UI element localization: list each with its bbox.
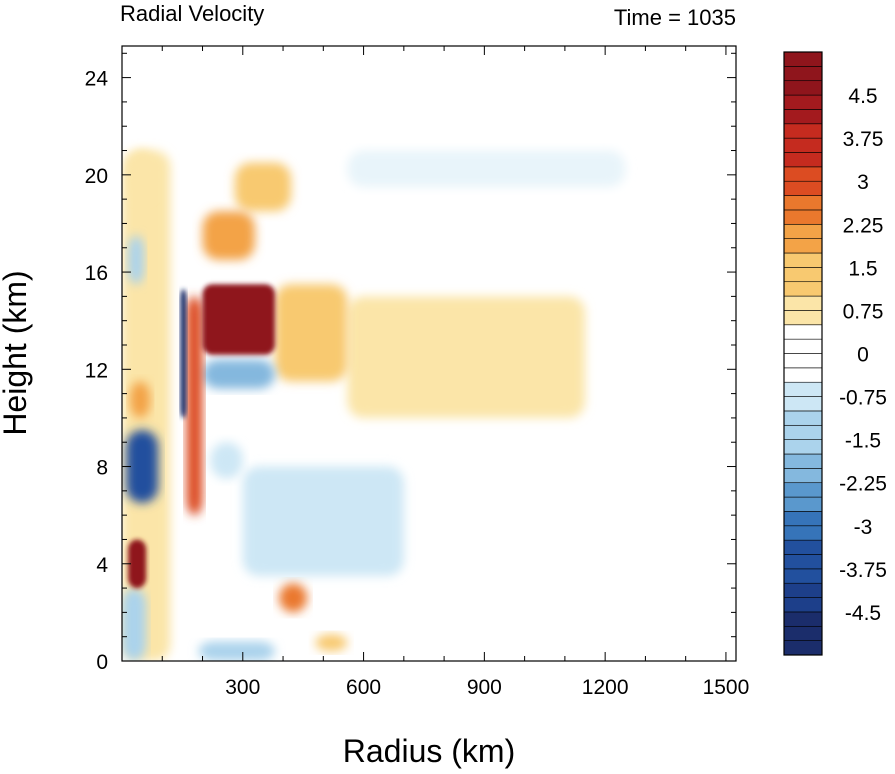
x-tick-label: 600 [346, 676, 381, 699]
colorbar-bin [783, 252, 823, 268]
field-feature [210, 442, 243, 479]
colorbar-tick-label: -0.75 [839, 387, 887, 410]
colorbar-tick-label: -4.5 [845, 602, 881, 625]
colorbar-bin [783, 80, 823, 96]
y-tick-label: 8 [96, 457, 108, 480]
colorbar-tick-label: 4.5 [848, 85, 877, 108]
colorbar-bin [783, 453, 823, 469]
colorbar-bin [783, 640, 823, 656]
colorbar-bin [783, 123, 823, 139]
colorbar-bin [783, 295, 823, 311]
colorbar-bin [783, 209, 823, 225]
field-feature [122, 588, 147, 661]
colorbar-bin [783, 94, 823, 110]
colorbar-bin [783, 396, 823, 412]
colorbar-bin [783, 166, 823, 182]
y-tick-label: 16 [85, 262, 108, 285]
field-feature [202, 211, 255, 260]
field-feature [347, 296, 586, 418]
field-feature [130, 381, 151, 418]
colorbar-tick-label: 3.75 [843, 128, 884, 151]
colorbar-bin [783, 625, 823, 641]
colorbar-bin [783, 281, 823, 297]
colorbar-bin [783, 195, 823, 211]
colorbar-bin [783, 468, 823, 484]
field-feature [128, 539, 147, 589]
velocity-field [122, 150, 626, 661]
colorbar-bin [783, 137, 823, 153]
colorbar-bin [783, 582, 823, 598]
colorbar-tick-label: 0.75 [843, 300, 884, 323]
colorbar-bin [783, 338, 823, 354]
colorbar-bin [783, 353, 823, 369]
colorbar-bin [783, 109, 823, 125]
y-axis-label: Height (km) [0, 270, 33, 435]
colorbar-bin [783, 511, 823, 527]
field-feature [180, 289, 187, 418]
colorbar-bin [783, 568, 823, 584]
field-feature [242, 466, 404, 576]
colorbar-bin [783, 554, 823, 570]
field-feature [130, 150, 155, 200]
colorbar-tick-label: -1.5 [845, 430, 881, 453]
field-feature [202, 284, 275, 355]
colorbar-tick-label: -3.75 [839, 559, 887, 582]
colorbar-bin [783, 525, 823, 541]
field-feature [202, 359, 275, 389]
colorbar-bin [783, 539, 823, 555]
field-feature [198, 641, 275, 661]
x-axis-label: Radius (km) [343, 733, 515, 769]
field-feature [315, 634, 348, 652]
colorbar: -4.5 -3.75 -3 -2.25 -1.5 -0.75 0 0.75 1.5 2.25 3 3.… [783, 51, 887, 656]
chart-subtitle: Time = 1035 [614, 5, 736, 30]
x-tick-label: 1200 [582, 676, 629, 699]
y-tick-label: 12 [85, 359, 108, 382]
colorbar-bin [783, 51, 823, 67]
y-tick-label: 4 [96, 554, 108, 577]
x-tick-label: 300 [225, 676, 260, 699]
field-feature [279, 583, 308, 613]
colorbar-bin [783, 611, 823, 627]
colorbar-bin [783, 238, 823, 254]
colorbar-bin [783, 223, 823, 239]
x-tick-label: 1500 [703, 676, 750, 699]
x-axis: 300 600 900 1200 1500 [161, 46, 750, 699]
colorbar-bin [783, 267, 823, 283]
field-feature [126, 430, 159, 503]
y-axis: 0 4 8 12 16 20 24 [85, 52, 736, 674]
colorbar-bin [783, 180, 823, 196]
field-feature [186, 296, 203, 516]
colorbar-tick-label: 0 [857, 344, 869, 367]
colorbar-bin [783, 152, 823, 168]
colorbar-bin [783, 424, 823, 440]
colorbar-bin [783, 597, 823, 613]
colorbar-tick-label: -2.25 [839, 473, 887, 496]
colorbar-tick-label: 3 [857, 171, 869, 194]
colorbar-tick-label: 1.5 [848, 257, 877, 280]
y-tick-label: 0 [96, 651, 108, 674]
field-feature [347, 150, 626, 187]
x-tick-label: 900 [467, 676, 502, 699]
y-tick-label: 20 [85, 165, 108, 188]
colorbar-bin [783, 381, 823, 397]
colorbar-bin [783, 482, 823, 498]
colorbar-bin [783, 439, 823, 455]
colorbar-bin [783, 367, 823, 383]
colorbar-bin [783, 324, 823, 340]
colorbar-tick-label: -3 [854, 516, 873, 539]
chart-title: Radial Velocity [120, 1, 264, 26]
colorbar-bin [783, 410, 823, 426]
colorbar-tick-label: 2.25 [843, 214, 884, 237]
plot-frame [121, 45, 737, 662]
colorbar-frame [783, 51, 823, 656]
y-tick-label: 24 [85, 68, 109, 91]
field-feature [274, 284, 348, 382]
colorbar-bin [783, 496, 823, 512]
colorbar-bin [783, 310, 823, 326]
colorbar-bin [783, 66, 823, 82]
field-feature [234, 162, 292, 212]
field-feature [128, 235, 145, 285]
